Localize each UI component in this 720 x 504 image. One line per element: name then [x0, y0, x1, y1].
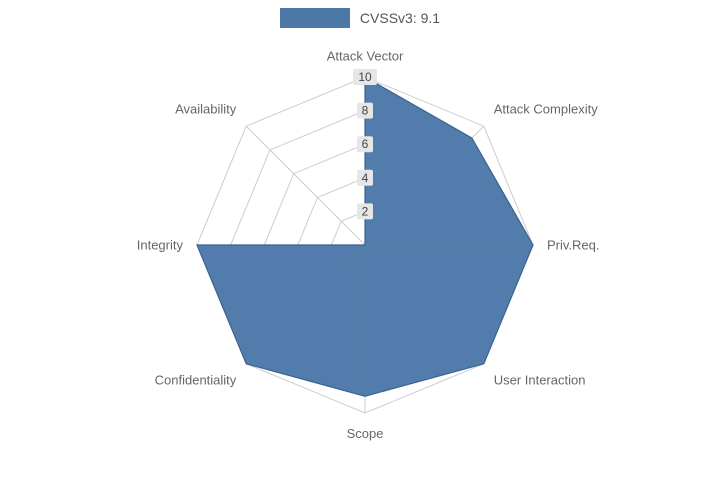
axis-label-attack-complexity: Attack Complexity [494, 102, 599, 117]
tick-label: 10 [358, 70, 372, 84]
tick-label-box [357, 136, 373, 153]
series-polygon [196, 75, 534, 397]
axis-label-attack-vector: Attack Vector [327, 48, 404, 63]
axis-label-integrity: Integrity [137, 238, 184, 253]
tick-label-box [357, 102, 373, 119]
axis-label-user-interaction: User Interaction [494, 373, 586, 388]
tick-label: 2 [362, 204, 369, 218]
tick-label-box [357, 203, 373, 220]
legend-swatch [279, 8, 350, 28]
tick-label: 4 [362, 171, 369, 185]
tick-label-box [357, 169, 373, 186]
legend-label: CVSSv3: 9.1 [359, 10, 441, 26]
axis-spoke [245, 125, 366, 246]
axis-label-priv-req-: Priv.Req. [547, 238, 600, 253]
tick-label: 6 [362, 137, 369, 151]
tick-label: 8 [362, 104, 369, 118]
axis-label-availability: Availability [175, 102, 237, 117]
axis-label-scope: Scope [347, 426, 384, 441]
tick-label-box [353, 69, 377, 85]
legend: CVSSv3: 9.1 [0, 8, 720, 28]
legend-item-cvssv3[interactable]: CVSSv3: 9.1 [279, 8, 441, 28]
axis-label-confidentiality: Confidentiality [155, 373, 237, 388]
